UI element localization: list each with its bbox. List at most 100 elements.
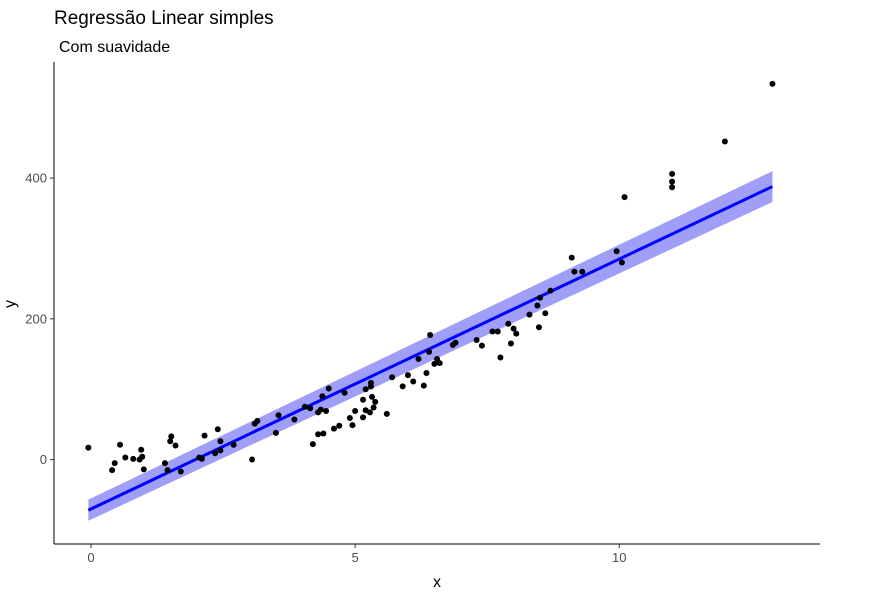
data-point bbox=[452, 339, 459, 346]
data-point bbox=[431, 360, 438, 367]
data-point bbox=[489, 328, 496, 335]
data-point bbox=[109, 467, 116, 474]
x-tick-label: 0 bbox=[87, 550, 94, 565]
data-point bbox=[317, 406, 324, 413]
data-point bbox=[369, 393, 376, 400]
data-point bbox=[547, 287, 554, 294]
data-point bbox=[360, 396, 367, 403]
y-axis-title: y bbox=[2, 300, 19, 308]
data-point bbox=[436, 360, 443, 367]
data-point bbox=[571, 268, 578, 275]
data-point bbox=[535, 324, 542, 331]
data-point bbox=[275, 412, 282, 419]
data-point bbox=[497, 354, 504, 361]
data-point bbox=[164, 467, 171, 474]
data-point bbox=[399, 383, 406, 390]
data-point bbox=[122, 454, 129, 461]
data-point bbox=[478, 342, 485, 349]
y-axis-ticks: 0 200 400 bbox=[25, 171, 54, 467]
data-point bbox=[372, 398, 379, 405]
data-point bbox=[383, 410, 390, 417]
data-point bbox=[172, 442, 179, 449]
data-point bbox=[669, 184, 676, 191]
data-point bbox=[272, 429, 279, 436]
data-point bbox=[254, 417, 261, 424]
y-tick-label: 400 bbox=[25, 171, 47, 186]
data-point bbox=[177, 468, 184, 475]
x-axis-ticks: 0 5 10 bbox=[87, 544, 626, 565]
data-point bbox=[568, 254, 575, 261]
data-point bbox=[510, 325, 517, 332]
data-point bbox=[111, 460, 118, 467]
data-point bbox=[352, 408, 359, 415]
data-point bbox=[217, 447, 224, 454]
data-point bbox=[346, 415, 353, 422]
chart-subtitle: Com suavidade bbox=[59, 39, 170, 56]
data-point bbox=[214, 426, 221, 433]
data-point bbox=[526, 311, 533, 318]
data-point bbox=[669, 170, 676, 177]
data-point bbox=[613, 248, 620, 255]
data-point bbox=[362, 386, 369, 393]
data-point bbox=[360, 414, 367, 421]
data-point bbox=[366, 409, 373, 416]
data-point bbox=[349, 422, 356, 429]
data-point bbox=[423, 370, 430, 377]
data-point bbox=[370, 404, 377, 411]
confidence-band bbox=[88, 171, 773, 521]
data-point bbox=[769, 80, 776, 87]
plot-area bbox=[85, 80, 776, 521]
data-point bbox=[367, 383, 374, 390]
data-point bbox=[473, 336, 480, 343]
data-point bbox=[621, 194, 628, 201]
data-point bbox=[212, 450, 219, 457]
data-point bbox=[320, 430, 327, 437]
y-tick-label: 200 bbox=[25, 311, 47, 326]
data-point bbox=[427, 332, 434, 339]
data-point bbox=[168, 433, 175, 440]
data-point bbox=[618, 259, 625, 266]
x-tick-label: 5 bbox=[352, 550, 359, 565]
chart-title: Regressão Linear simples bbox=[54, 8, 274, 29]
data-point bbox=[139, 453, 146, 460]
data-point bbox=[507, 340, 514, 347]
y-tick-label: 0 bbox=[40, 452, 47, 467]
regression-line bbox=[87, 185, 774, 512]
data-point bbox=[721, 138, 728, 145]
data-point bbox=[389, 374, 396, 381]
data-point bbox=[309, 441, 316, 448]
data-point bbox=[669, 178, 676, 185]
data-point bbox=[325, 385, 332, 392]
data-point bbox=[249, 456, 256, 463]
data-point bbox=[140, 466, 147, 473]
data-point bbox=[230, 441, 237, 448]
data-point bbox=[138, 446, 145, 453]
data-point bbox=[537, 294, 544, 301]
data-point bbox=[130, 455, 137, 462]
x-axis-title: x bbox=[433, 574, 441, 591]
x-tick-label: 10 bbox=[612, 550, 626, 565]
data-point bbox=[301, 403, 308, 410]
data-point bbox=[579, 268, 586, 275]
data-point bbox=[167, 438, 174, 445]
data-point bbox=[420, 382, 427, 389]
data-point bbox=[410, 378, 417, 385]
data-point bbox=[307, 405, 314, 412]
data-point bbox=[330, 425, 337, 432]
data-point bbox=[341, 389, 348, 396]
data-point bbox=[201, 432, 208, 439]
data-point bbox=[117, 441, 124, 448]
data-point bbox=[534, 302, 541, 309]
data-point bbox=[319, 393, 326, 400]
data-point bbox=[161, 460, 168, 467]
data-point bbox=[542, 310, 549, 317]
data-point bbox=[426, 348, 433, 355]
data-point bbox=[315, 431, 322, 438]
data-point bbox=[415, 355, 422, 362]
data-point bbox=[198, 455, 205, 462]
data-point bbox=[85, 444, 92, 451]
data-point bbox=[505, 320, 512, 327]
data-point bbox=[404, 372, 411, 379]
data-point bbox=[513, 330, 520, 337]
